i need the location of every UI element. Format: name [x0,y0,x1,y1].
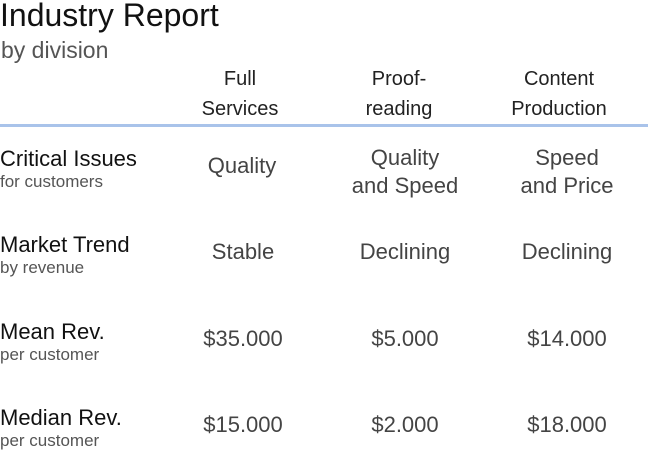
column-header-line2: reading [365,98,433,120]
row-label-critical-issues: Critical Issues for customers [0,146,137,192]
table-cell-line1: Quality [207,153,277,178]
table-cell-line2: and Price [520,173,614,198]
row-label-main: Critical Issues [0,146,137,171]
table-cell-line1: $18.000 [527,412,607,437]
table-cell-line1: Stable [211,239,275,264]
table-cell-line1: Quality [370,145,440,170]
table-cell-line1: Declining [359,239,451,264]
table-cell: Stable [163,238,323,266]
column-header-line1: Content [523,68,595,90]
column-header-line2: Services [201,98,279,120]
header-divider [0,124,648,127]
table-cell: $14.000 [487,325,647,353]
table-cell: $5.000 [325,325,485,353]
column-header-full-services: Full Services [165,64,315,124]
row-label-sub: per customer [0,345,100,364]
column-header-line1: Proof- [371,68,427,90]
table-cell-line1: $35.000 [203,326,283,351]
row-label-sub: by revenue [0,258,85,277]
row-label-main: Mean Rev. [0,319,105,344]
table-cell: Quality [162,152,322,180]
row-label-market-trend: Market Trend by revenue [0,232,130,278]
table-cell-line1: Declining [521,239,613,264]
row-label-sub: for customers [0,172,103,191]
row-label-sub: per customer [0,431,100,450]
table-cell-line1: $2.000 [371,412,439,437]
table-cell: Quality and Speed [325,144,485,200]
table-cell-line1: Speed [535,145,599,170]
row-label-mean-rev: Mean Rev. per customer [0,319,105,365]
table-cell-line1: $15.000 [203,412,283,437]
table-cell: $18.000 [487,411,647,439]
table-cell: $2.000 [325,411,485,439]
table-cell: $15.000 [163,411,323,439]
report-subtitle: by division [1,37,109,63]
report-title: Industry Report [0,0,219,33]
column-header-line1: Full [223,68,257,90]
column-header-line2: Production [511,98,607,120]
table-cell-line1: $5.000 [371,326,439,351]
column-header-proofreading: Proof- reading [324,64,474,124]
table-cell: Speed and Price [487,144,647,200]
table-cell-line2: and Speed [351,173,459,198]
column-header-content-production: Content Production [484,64,634,124]
row-label-median-rev: Median Rev. per customer [0,405,122,451]
table-cell-line1: $14.000 [527,326,607,351]
table-cell: $35.000 [163,325,323,353]
table-cell: Declining [325,238,485,266]
table-cell: Declining [487,238,647,266]
row-label-main: Median Rev. [0,405,122,430]
row-label-main: Market Trend [0,232,130,257]
